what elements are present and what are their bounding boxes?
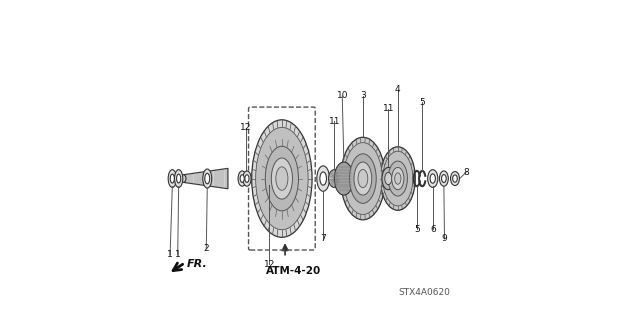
Text: 6: 6 xyxy=(430,225,436,234)
Text: 1: 1 xyxy=(167,250,173,259)
Text: 10: 10 xyxy=(337,92,348,100)
Ellipse shape xyxy=(382,167,395,190)
Text: 4: 4 xyxy=(395,85,401,94)
Ellipse shape xyxy=(451,172,460,186)
Ellipse shape xyxy=(383,151,413,206)
Text: 12: 12 xyxy=(264,260,275,269)
Ellipse shape xyxy=(385,173,392,185)
Ellipse shape xyxy=(245,175,249,182)
Ellipse shape xyxy=(440,171,448,186)
Ellipse shape xyxy=(344,143,382,214)
Polygon shape xyxy=(184,168,228,189)
Ellipse shape xyxy=(430,174,435,183)
Ellipse shape xyxy=(317,166,330,191)
Ellipse shape xyxy=(395,173,401,184)
Ellipse shape xyxy=(255,127,308,230)
Ellipse shape xyxy=(168,170,177,188)
Ellipse shape xyxy=(340,137,385,220)
Ellipse shape xyxy=(238,171,246,186)
Text: 5: 5 xyxy=(419,98,425,107)
Ellipse shape xyxy=(205,173,210,184)
Ellipse shape xyxy=(276,167,288,190)
Ellipse shape xyxy=(177,174,180,183)
Text: 3: 3 xyxy=(360,92,365,100)
Ellipse shape xyxy=(442,174,446,182)
Ellipse shape xyxy=(252,120,312,237)
Ellipse shape xyxy=(271,158,292,199)
Ellipse shape xyxy=(170,174,174,183)
Text: 1: 1 xyxy=(175,250,180,259)
Ellipse shape xyxy=(328,170,340,188)
Ellipse shape xyxy=(452,175,458,182)
Ellipse shape xyxy=(334,162,353,195)
Ellipse shape xyxy=(428,170,438,188)
Ellipse shape xyxy=(349,154,376,203)
Text: 7: 7 xyxy=(320,234,326,243)
Ellipse shape xyxy=(243,171,251,186)
Ellipse shape xyxy=(388,161,408,196)
Ellipse shape xyxy=(175,170,183,188)
Text: 5: 5 xyxy=(414,225,420,234)
Text: FR.: FR. xyxy=(187,259,207,269)
Text: 12: 12 xyxy=(240,123,252,132)
Ellipse shape xyxy=(181,175,186,182)
Text: 8: 8 xyxy=(463,168,469,177)
Text: 2: 2 xyxy=(204,244,209,253)
Text: ATM-4-20: ATM-4-20 xyxy=(266,266,321,276)
Ellipse shape xyxy=(240,175,244,182)
Ellipse shape xyxy=(320,172,326,185)
Ellipse shape xyxy=(358,169,368,188)
Text: 11: 11 xyxy=(328,117,340,126)
Text: 9: 9 xyxy=(442,234,447,243)
Text: STX4A0620: STX4A0620 xyxy=(399,288,451,297)
Text: 11: 11 xyxy=(383,104,394,113)
Ellipse shape xyxy=(266,146,298,211)
Ellipse shape xyxy=(203,169,212,188)
Ellipse shape xyxy=(354,162,372,195)
Ellipse shape xyxy=(392,167,404,190)
Ellipse shape xyxy=(380,147,415,210)
